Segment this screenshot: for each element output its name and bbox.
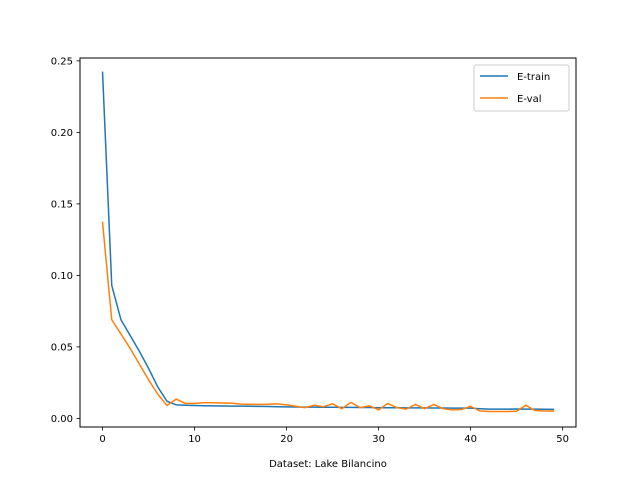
legend-label-0: E-train xyxy=(517,72,550,83)
y-tick-label: 0.10 xyxy=(51,271,73,282)
series-line-1 xyxy=(101,221,555,413)
x-tick-label: 10 xyxy=(188,434,201,445)
plot-frame xyxy=(79,57,577,428)
x-tick-label: 50 xyxy=(556,434,569,445)
x-tick-label: 0 xyxy=(99,434,105,445)
x-tick-label: 20 xyxy=(280,434,293,445)
y-tick-label: 0.25 xyxy=(51,56,73,67)
legend-label-1: E-val xyxy=(517,94,541,105)
legend: E-train E-val xyxy=(473,64,570,112)
x-tick-label: 30 xyxy=(372,434,385,445)
y-tick-label: 0.05 xyxy=(51,342,73,353)
y-tick-label: 0.00 xyxy=(51,414,73,425)
y-tick-label: 0.15 xyxy=(51,199,73,210)
x-tick-label: 40 xyxy=(464,434,477,445)
x-axis-label: Dataset: Lake Bilancino xyxy=(269,459,387,470)
lines-layer xyxy=(101,71,555,413)
series-line-0 xyxy=(101,71,555,411)
y-tick-label: 0.20 xyxy=(51,128,73,139)
ticks-layer: 0 10 20 30 40 50 0.00 0.05 0.10 0.15 0.20 0.25 xyxy=(51,56,569,445)
